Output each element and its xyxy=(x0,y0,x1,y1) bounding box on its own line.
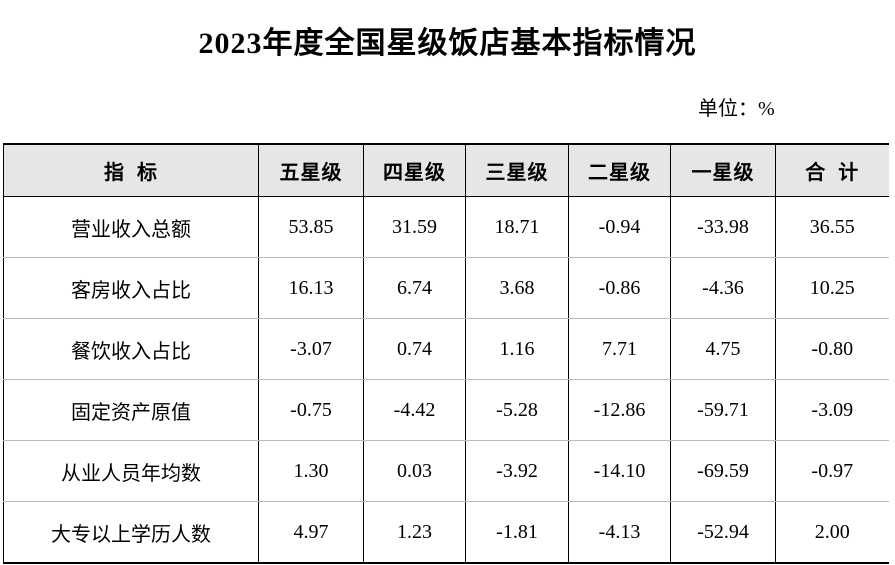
value-cell: -3.07 xyxy=(258,318,364,380)
value-cell: 1.30 xyxy=(258,440,364,502)
value-cell: 1.16 xyxy=(465,318,569,380)
value-cell: 2.00 xyxy=(775,501,889,564)
table-row: 大专以上学历人数 4.97 1.23 -1.81 -4.13 -52.94 2.00 xyxy=(3,501,889,564)
column-header: 二星级 xyxy=(568,143,671,197)
value-cell: 18.71 xyxy=(465,196,569,258)
row-label: 营业收入总额 xyxy=(3,196,259,258)
row-label: 客房收入占比 xyxy=(3,257,259,319)
row-label: 餐饮收入占比 xyxy=(3,318,259,380)
value-cell: -3.92 xyxy=(465,440,569,502)
value-cell: -5.28 xyxy=(465,379,569,441)
column-header: 一星级 xyxy=(670,143,776,197)
value-cell: -59.71 xyxy=(670,379,776,441)
value-cell: -1.81 xyxy=(465,501,569,564)
value-cell: 53.85 xyxy=(258,196,364,258)
header-row: 指 标五星级 四星级 三星级 二星级 一星级合 计 xyxy=(3,143,889,197)
value-cell: -0.80 xyxy=(775,318,889,380)
title: 2023年度全国星级饭店基本指标情况 xyxy=(198,27,697,60)
value-cell: 31.59 xyxy=(363,196,466,258)
unit-label: 单位：% xyxy=(698,98,775,120)
value-cell: -0.97 xyxy=(775,440,889,502)
value-cell: -0.86 xyxy=(568,257,671,319)
table-row: 餐饮收入占比 -3.07 0.74 1.16 7.71 4.75 -0.80 xyxy=(3,318,889,380)
row-label: 从业人员年均数 xyxy=(3,440,259,502)
value-cell: -4.36 xyxy=(670,257,776,319)
column-header: 三星级 xyxy=(465,143,569,197)
value-cell: -33.98 xyxy=(670,196,776,258)
column-header: 合 计 xyxy=(775,143,889,197)
table-body: 营业收入总额 53.85 31.59 18.71 -0.94 -33.98 36.55 客房收… xyxy=(3,196,889,564)
value-cell: 7.71 xyxy=(568,318,671,380)
value-cell: -0.94 xyxy=(568,196,671,258)
data-table: 指 标五星级 四星级 三星级 二星级 一星级合 计 营业收入总额 53.85 31.59 18… xyxy=(3,143,889,564)
column-header: 指 标 xyxy=(3,143,259,197)
table-row: 固定资产原值 -0.75 -4.42 -5.28 -12.86 -59.71 -3.09 xyxy=(3,379,889,441)
value-cell: -52.94 xyxy=(670,501,776,564)
value-cell: 4.75 xyxy=(670,318,776,380)
row-label: 大专以上学历人数 xyxy=(3,501,259,564)
table-row: 客房收入占比 16.13 6.74 3.68 -0.86 -4.36 10.25 xyxy=(3,257,889,319)
value-cell: 16.13 xyxy=(258,257,364,319)
table-row: 营业收入总额 53.85 31.59 18.71 -0.94 -33.98 36.55 xyxy=(3,196,889,258)
value-cell: 36.55 xyxy=(775,196,889,258)
table-row: 从业人员年均数 1.30 0.03 -3.92 -14.10 -69.59 -0.97 xyxy=(3,440,889,502)
value-cell: 10.25 xyxy=(775,257,889,319)
column-header: 四星级 xyxy=(363,143,466,197)
value-cell: 0.03 xyxy=(363,440,466,502)
value-cell: -0.75 xyxy=(258,379,364,441)
value-cell: -69.59 xyxy=(670,440,776,502)
value-cell: -14.10 xyxy=(568,440,671,502)
value-cell: -4.42 xyxy=(363,379,466,441)
value-cell: 1.23 xyxy=(363,501,466,564)
value-cell: -3.09 xyxy=(775,379,889,441)
value-cell: -4.13 xyxy=(568,501,671,564)
value-cell: 0.74 xyxy=(363,318,466,380)
value-cell: 4.97 xyxy=(258,501,364,564)
column-header: 五星级 xyxy=(258,143,364,197)
value-cell: 6.74 xyxy=(363,257,466,319)
value-cell: 3.68 xyxy=(465,257,569,319)
row-label: 固定资产原值 xyxy=(3,379,259,441)
value-cell: -12.86 xyxy=(568,379,671,441)
